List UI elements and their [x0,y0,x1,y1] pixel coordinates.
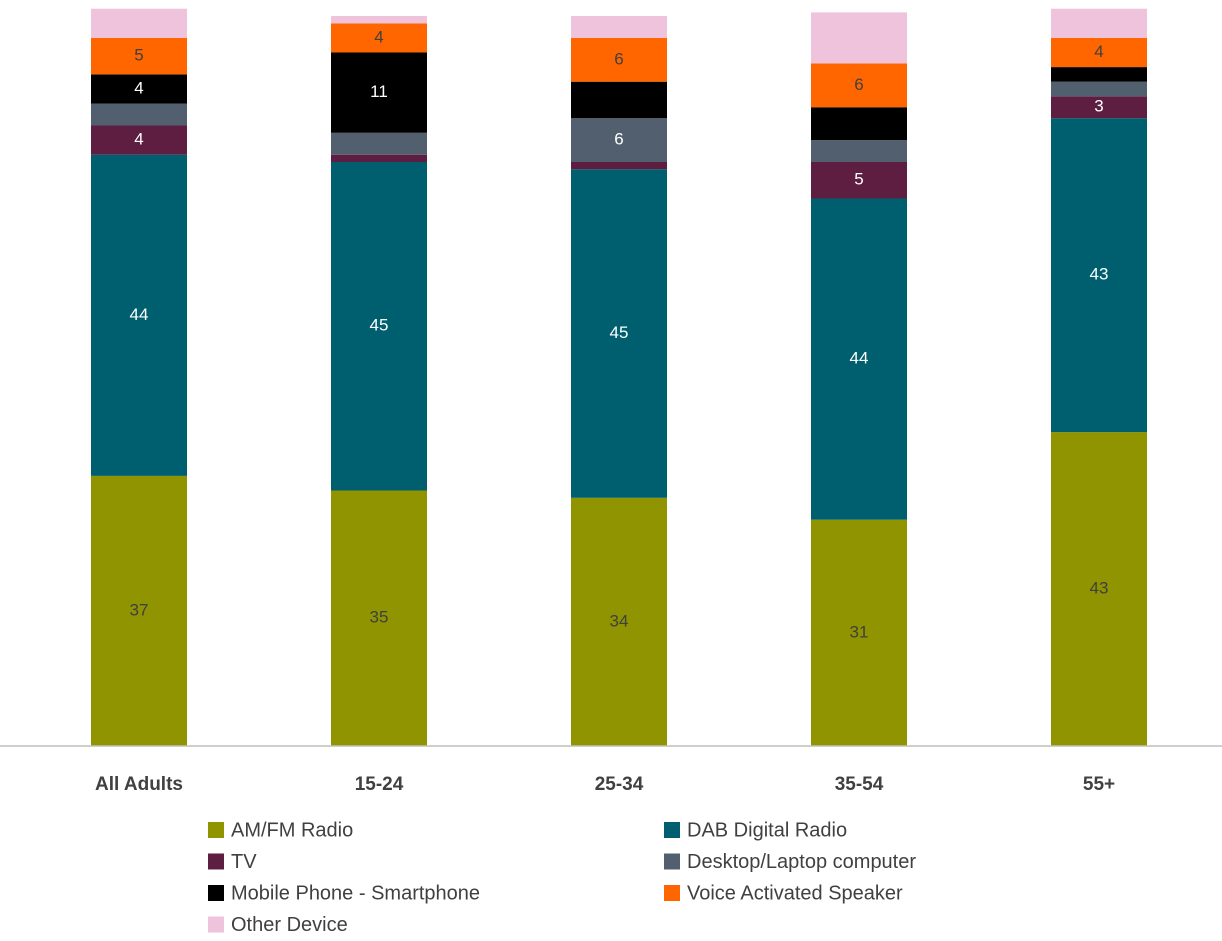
bar-segment [91,74,187,104]
bar-segment [91,8,187,38]
bar-segment [571,81,667,119]
bar-segment [571,37,667,82]
bar-segment [811,519,907,746]
bar-segment [811,63,907,108]
x-tick-label: 35-54 [835,774,884,795]
legend-swatch [208,822,224,838]
data-label: 3 [1094,97,1103,116]
data-label: 43 [1090,265,1109,284]
bar-segment [91,475,187,746]
data-label: 4 [134,78,143,97]
x-tick-label: 25-34 [595,774,644,795]
data-label: 6 [614,130,623,149]
data-label: 45 [370,316,389,335]
data-label: 43 [1090,579,1109,598]
bar-segment [331,23,427,53]
legend-label: DAB Digital Radio [687,819,847,841]
legend-label: Voice Activated Speaker [687,882,903,904]
bar-segment [91,154,187,476]
data-label: 4 [134,130,143,149]
bar-segment [811,162,907,199]
x-tick-label: All Adults [95,774,183,795]
bar-segment [331,490,427,746]
bar-segment [91,37,187,75]
legend-swatch [664,853,680,870]
legend-label: AM/FM Radio [231,819,353,841]
legend-label: Other Device [231,914,348,936]
legend-swatch [664,885,680,901]
bar-segment [571,16,667,38]
bar-segment [1051,8,1147,38]
data-label: 35 [370,608,389,627]
data-label: 44 [850,349,869,368]
legend-label: TV [231,851,257,873]
bar-segment [811,198,907,520]
bar-segment [1051,118,1147,433]
legend-label: Mobile Phone - Smartphone [231,882,480,904]
bar-segment [1051,37,1147,68]
bar-segment [811,140,907,162]
bar-segment [811,12,907,64]
bar-segment [331,154,427,162]
bar-segment [571,162,667,170]
legend-label: Desktop/Laptop computer [687,851,916,873]
data-label: 6 [614,49,623,68]
bar-segment [331,162,427,491]
bar-segment [1051,81,1147,97]
legend-swatch [208,885,224,901]
bar-segment [1051,432,1147,746]
bar-segment [91,103,187,126]
bar-segment [811,107,907,141]
bar-segment [91,125,187,155]
bar-segment [571,118,667,162]
legend-swatch [208,916,224,933]
data-label: 11 [370,82,388,101]
data-label: 4 [1094,42,1103,61]
bar-segment [1051,96,1147,119]
data-label: 31 [850,622,869,641]
bar-segment [331,16,427,24]
data-label: 34 [610,611,629,630]
bar-segment [1051,67,1147,82]
bar-segment [571,169,667,498]
data-label: 45 [610,323,629,342]
bar-segment [331,52,427,133]
data-label: 37 [130,600,149,619]
bar-segment [331,132,427,155]
data-label: 4 [374,27,383,46]
data-label: 5 [854,170,863,189]
bar-segment [571,497,667,746]
data-label: 44 [130,305,149,324]
x-tick-label: 15-24 [355,774,404,795]
legend-swatch [664,822,680,838]
data-label: 5 [134,46,143,65]
data-label: 6 [854,75,863,94]
legend-swatch [208,853,224,870]
x-tick-label: 55+ [1083,774,1115,795]
